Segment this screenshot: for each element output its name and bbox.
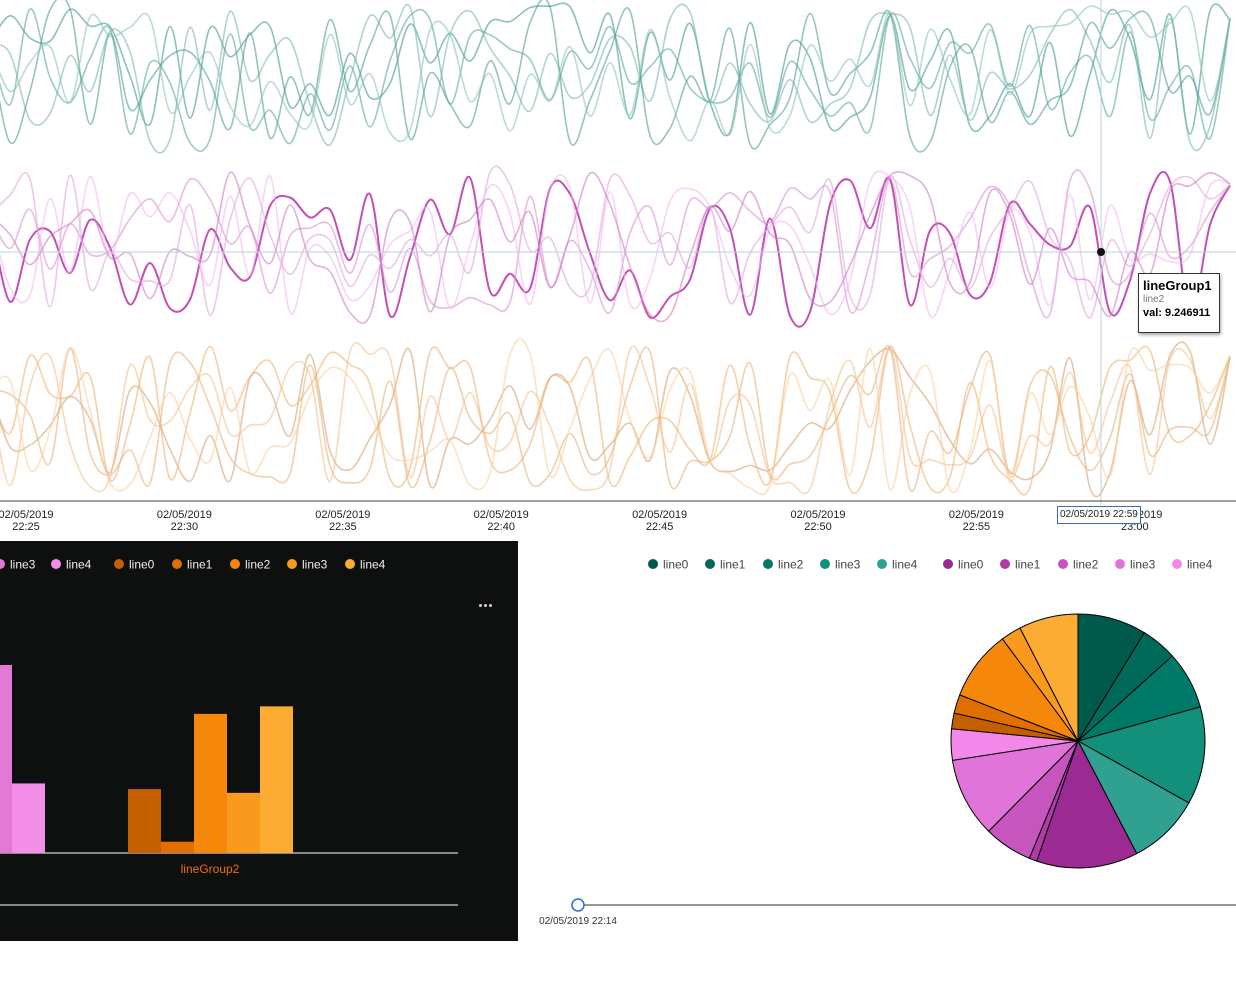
- x-tick-label: 02/05/2019: [474, 509, 529, 521]
- pie-chart: [950, 613, 1206, 869]
- legend-swatch[interactable]: [1000, 559, 1010, 569]
- x-tick-label: 02/05/2019: [632, 509, 687, 521]
- legend-item-line0[interactable]: line0: [663, 558, 689, 572]
- pie-legend: line0 line1 line2 line3 line4 line0 line1 line2…: [648, 558, 1213, 572]
- tooltip-value: val: 9.246911: [1143, 307, 1211, 319]
- legend-item-line3[interactable]: line3: [1130, 558, 1156, 572]
- legend-swatch[interactable]: [287, 559, 297, 569]
- line-group-lineGroup1: [0, 165, 1231, 328]
- dot-icon: [479, 604, 482, 607]
- bar-lineGroup2-line4[interactable]: [260, 706, 293, 853]
- legend-swatch[interactable]: [0, 559, 5, 569]
- series-line-lineGroup1-line0[interactable]: [0, 170, 1231, 328]
- legend-swatch[interactable]: [943, 559, 953, 569]
- series-line-lineGroup1-line1[interactable]: [0, 169, 1231, 319]
- x-tick-label: 22:55: [963, 521, 991, 533]
- x-tick-label: 22:30: [171, 521, 199, 533]
- bar-lineGroup2-line0[interactable]: [128, 789, 161, 853]
- series-line-lineGroup2-line4[interactable]: [0, 338, 1231, 496]
- legend-item-line2[interactable]: line2: [245, 558, 271, 572]
- legend-item-line3[interactable]: line3: [10, 558, 36, 572]
- series-line-lineGroup2-line3[interactable]: [0, 345, 1231, 496]
- x-tick-label: 02/05/2019: [949, 509, 1004, 521]
- pie-slice[interactable]: [1076, 706, 1206, 804]
- legend-swatch[interactable]: [820, 559, 830, 569]
- x-tick-label: 22:35: [329, 521, 357, 533]
- time-slider[interactable]: 02/05/2019 22:14: [520, 890, 1236, 940]
- bar-lineGroup2-line3[interactable]: [227, 792, 260, 853]
- pie-slice[interactable]: [1036, 739, 1138, 869]
- legend-item-line3[interactable]: line3: [835, 558, 861, 572]
- bar-group-label: lineGroup2: [181, 862, 240, 876]
- series-line-lineGroup2-line1[interactable]: [0, 344, 1231, 493]
- line-group-lineGroup0: [0, 0, 1231, 154]
- legend-swatch[interactable]: [877, 559, 887, 569]
- legend-item-line1[interactable]: line1: [187, 558, 213, 572]
- line-group-lineGroup2: [0, 338, 1231, 498]
- x-tick-label: 02/05/2019: [790, 509, 845, 521]
- main-line-chart[interactable]: 02/05/201922:2502/05/201922:3002/05/2019…: [0, 0, 1236, 540]
- series-line-lineGroup0-line3[interactable]: [0, 0, 1231, 153]
- x-tick-label: 22:25: [12, 521, 40, 533]
- dot-icon: [489, 604, 492, 607]
- pie-slice[interactable]: [951, 740, 1080, 832]
- x-tick-label: 22:45: [646, 521, 674, 533]
- legend-item-line3[interactable]: line3: [302, 558, 328, 572]
- legend-item-line1[interactable]: line1: [720, 558, 746, 572]
- slider-start-label: 02/05/2019 22:14: [539, 916, 617, 927]
- slider-handle[interactable]: [571, 898, 585, 912]
- legend-item-line1[interactable]: line1: [1015, 558, 1041, 572]
- legend-swatch[interactable]: [51, 559, 61, 569]
- x-tick-label: 22:50: [804, 521, 832, 533]
- series-line-lineGroup2-line0[interactable]: [0, 341, 1231, 498]
- tooltip: lineGroup1 line2 val: 9.246911: [1138, 273, 1220, 333]
- series-line-lineGroup0-line1[interactable]: [0, 8, 1231, 153]
- legend-item-line2[interactable]: line2: [1073, 558, 1099, 572]
- bar-chart-panel: line3 line4 line0 line1 line2 line3 line4 lineG…: [0, 541, 518, 941]
- pie-slice[interactable]: [1019, 613, 1079, 742]
- x-tick-label: 02/05/2019: [0, 509, 54, 521]
- series-line-lineGroup2-line2[interactable]: [0, 342, 1231, 495]
- hover-point: [1097, 248, 1105, 256]
- legend-swatch[interactable]: [1115, 559, 1125, 569]
- legend-swatch[interactable]: [705, 559, 715, 569]
- legend-swatch[interactable]: [763, 559, 773, 569]
- tooltip-series: line2: [1143, 294, 1165, 305]
- series-line-lineGroup0-line4[interactable]: [0, 5, 1231, 143]
- legend-swatch[interactable]: [172, 559, 182, 569]
- dot-icon: [484, 604, 487, 607]
- x-tick-label: 02/05/2019: [315, 509, 370, 521]
- legend-item-line4[interactable]: line4: [892, 558, 918, 572]
- series-line-lineGroup0-line0[interactable]: [0, 2, 1231, 137]
- legend-swatch[interactable]: [648, 559, 658, 569]
- legend-item-line2[interactable]: line2: [778, 558, 804, 572]
- legend-item-line4[interactable]: line4: [360, 558, 386, 572]
- legend-swatch[interactable]: [1058, 559, 1068, 569]
- legend-item-line4[interactable]: line4: [1187, 558, 1213, 572]
- legend-swatch[interactable]: [1172, 559, 1182, 569]
- legend-item-line0[interactable]: line0: [958, 558, 984, 572]
- legend-swatch[interactable]: [345, 559, 355, 569]
- series-line-lineGroup1-line4[interactable]: [0, 171, 1231, 324]
- more-options-button[interactable]: [472, 593, 500, 617]
- x-tick-label: 22:40: [487, 521, 515, 533]
- legend-swatch[interactable]: [230, 559, 240, 569]
- hover-crosshair-time-label: 02/05/2019 22:59: [1057, 506, 1141, 524]
- series-line-lineGroup0-line2[interactable]: [0, 3, 1231, 154]
- bar-lineGroup2-line1[interactable]: [161, 841, 194, 853]
- bar-lineGroup1-line3[interactable]: [0, 665, 12, 853]
- legend-swatch[interactable]: [114, 559, 124, 569]
- legend-item-line0[interactable]: line0: [129, 558, 155, 572]
- bar-lineGroup1-line4[interactable]: [12, 783, 45, 853]
- bar-lineGroup2-line2[interactable]: [194, 713, 227, 853]
- x-tick-label: 23:00: [1121, 521, 1149, 533]
- x-tick-label: 02/05/2019: [157, 509, 212, 521]
- tooltip-group: lineGroup1: [1143, 278, 1212, 293]
- legend-item-line4[interactable]: line4: [66, 558, 92, 572]
- bar-chart: line3 line4 line0 line1 line2 line3 line4 lineG…: [0, 558, 458, 906]
